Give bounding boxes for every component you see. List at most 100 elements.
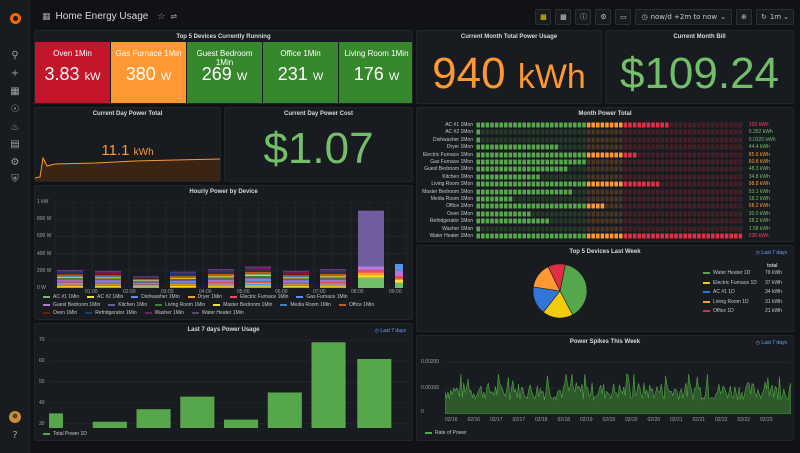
info-button[interactable]: ⓘ xyxy=(575,9,592,25)
legend-item[interactable]: Refridgerator 1Min xyxy=(85,310,137,316)
panel-month-total[interactable]: Current Month Total Power Usage 940 kWh xyxy=(416,30,602,104)
legend-item[interactable]: Kitchen 1Min xyxy=(108,302,147,308)
bar[interactable] xyxy=(311,342,346,428)
gauge-cell xyxy=(494,181,499,187)
legend-item[interactable]: Media Room 1Min xyxy=(280,302,331,308)
device-tile[interactable]: Office 1Min 231 W xyxy=(263,42,338,103)
gauge-cell xyxy=(738,203,743,209)
gear-icon[interactable]: ⚙ xyxy=(10,156,20,168)
grafana-logo-icon[interactable] xyxy=(8,11,22,25)
gauge-cell xyxy=(550,122,554,128)
panel-month-bill[interactable]: Current Month Bill $109.24 xyxy=(605,30,794,104)
dashboards-icon[interactable]: ▦ xyxy=(10,85,20,97)
pie-slice[interactable] xyxy=(547,263,566,292)
legend-item[interactable]: AC #2 1Min xyxy=(87,294,123,300)
gauge-cell xyxy=(619,144,623,150)
time-range-link[interactable]: ◷ Last 7 days xyxy=(755,340,787,346)
panel-hourly[interactable]: Hourly Power by Device 1 kW 800 W 600 W 400… xyxy=(34,185,413,320)
hourly-bar-segment xyxy=(320,282,346,284)
pie-legend-value: 34 kWh xyxy=(765,289,782,295)
gauge-cell xyxy=(577,211,582,217)
gauge-cell xyxy=(504,211,508,217)
pie-slice[interactable] xyxy=(559,264,588,316)
gauge-cell xyxy=(734,166,738,172)
panel-top5-lastweek[interactable]: Top 5 Devices Last Week ◷ Last 7 days to… xyxy=(416,245,794,332)
share-icon[interactable]: ⇌ xyxy=(170,12,178,21)
pie-legend-label[interactable]: Living Room 1D xyxy=(713,298,749,305)
document-icon[interactable]: ▤ xyxy=(10,138,20,150)
gauge-cell xyxy=(697,218,701,224)
shield-icon[interactable]: ⛨ xyxy=(11,173,19,185)
gauge-cell xyxy=(490,166,494,172)
pie-legend-value: 79 kWh xyxy=(765,270,782,276)
avatar[interactable] xyxy=(8,410,22,424)
zoom-out-button[interactable]: ⊕ xyxy=(735,9,752,25)
gauge-cell xyxy=(536,233,540,239)
legend-item[interactable]: Oven 1Min xyxy=(43,310,77,316)
device-tile[interactable]: Living Room 1Min 176 W xyxy=(339,42,412,103)
time-picker[interactable]: ◷ now/d +2m to now ⌄ xyxy=(635,9,732,25)
dashboard-title[interactable]: Home Energy Usage xyxy=(55,11,149,22)
gauge-cell xyxy=(660,166,664,172)
legend-item[interactable]: Water Heater 1Min xyxy=(191,310,244,316)
panel-day-total[interactable]: Current Day Power Total 11.1 kWh xyxy=(34,107,221,182)
gauge-cell xyxy=(568,129,572,135)
time-range-link[interactable]: ◷ Last 7 days xyxy=(755,250,787,256)
legend-item[interactable]: Dryer 1Min xyxy=(187,294,222,300)
device-tile[interactable]: Oven 1Min 3.83 kW xyxy=(35,42,110,103)
legend-item[interactable]: Electric Furnace 1Min xyxy=(230,294,288,300)
legend-item[interactable]: Dishwasher 1Min xyxy=(131,294,180,300)
star-icon[interactable]: ☆ xyxy=(157,11,166,22)
gauge-cell xyxy=(508,144,513,150)
bar[interactable] xyxy=(267,392,302,428)
panel-power-spikes[interactable]: Power Spikes This Week ◷ Last 7 days 0.0… xyxy=(416,335,794,441)
legend-item[interactable]: Total Power 1D xyxy=(43,431,87,437)
pie-legend-label[interactable]: Water Heater 1D xyxy=(713,270,751,276)
bar[interactable] xyxy=(92,421,127,428)
bell-icon[interactable]: ♨ xyxy=(10,121,20,133)
plus-icon[interactable]: + xyxy=(10,67,20,79)
gauge-cell xyxy=(582,181,586,187)
gauge-cell xyxy=(678,189,683,195)
bar[interactable] xyxy=(180,396,215,428)
panel-day-cost[interactable]: Current Day Power Cost $1.07 xyxy=(224,107,413,182)
bar[interactable] xyxy=(224,419,259,428)
gauge-cell xyxy=(609,189,614,195)
legend-item[interactable]: Office 1Min xyxy=(338,302,374,308)
month-power-rows: AC #1 1Mon 103 kWh AC #2 1Mon 0.352 kWh Dish… xyxy=(417,122,793,241)
tv-mode-button[interactable]: ▭ xyxy=(615,9,632,25)
refresh-button[interactable]: ↻ 1m ⌄ xyxy=(755,9,794,25)
gauge-cell xyxy=(517,122,522,128)
bar[interactable] xyxy=(49,413,63,428)
gauge-cell xyxy=(545,137,549,143)
panel-top5-running[interactable]: Top 5 Devices Currently Running Oven 1Mi… xyxy=(34,30,413,104)
pie-legend-label[interactable]: Office 1D xyxy=(713,308,734,314)
gauge-cell xyxy=(600,196,605,202)
gauge-cell xyxy=(614,152,618,158)
pie-legend-label[interactable]: Electric Furnace 1D xyxy=(713,279,757,286)
legend-item[interactable]: AC #1 1Min xyxy=(43,294,79,300)
legend-item[interactable]: Rate of Power xyxy=(425,430,467,436)
bar[interactable] xyxy=(136,409,171,428)
legend-item[interactable]: Master Bedroom 1Min xyxy=(213,302,272,308)
bar[interactable] xyxy=(357,359,392,428)
gauge-cell xyxy=(729,211,733,217)
device-tile[interactable]: Gas Furnace 1Min 380 W xyxy=(111,42,186,103)
panel-last7days[interactable]: Last 7 days Power Usage ◷ Last 7 days 70… xyxy=(34,323,413,441)
device-tile[interactable]: Guest Bedroom 1Min 269 W xyxy=(187,42,262,103)
add-panel-button[interactable]: ▩ xyxy=(535,9,552,25)
legend-item[interactable]: Washer 1Min xyxy=(144,310,184,316)
pie-legend-label[interactable]: AC #1 1D xyxy=(713,289,735,295)
panel-month-power[interactable]: Month Power Total AC #1 1Mon 103 kWh AC #2… xyxy=(416,107,794,242)
explore-icon[interactable]: ☉ xyxy=(10,103,20,115)
time-range-link[interactable]: ◷ Last 7 days xyxy=(374,328,406,334)
legend-item[interactable]: Guest Bedroom 1Min xyxy=(43,302,100,308)
legend-item[interactable]: Living Room 1Min xyxy=(155,302,205,308)
search-icon[interactable]: ⚲ xyxy=(11,49,19,61)
help-icon[interactable]: ? xyxy=(12,429,18,441)
gauge-cell xyxy=(678,122,683,128)
gauge-cell xyxy=(559,203,563,209)
save-button[interactable]: ▩ xyxy=(555,9,572,25)
legend-item[interactable]: Gas Furnace 1Min xyxy=(296,294,348,300)
settings-button[interactable]: ⚙ xyxy=(595,9,612,25)
